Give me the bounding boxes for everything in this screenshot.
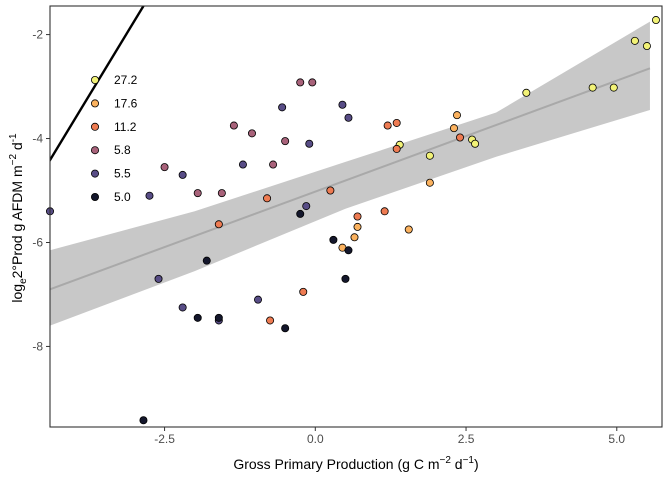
- point-5.5: [154, 274, 163, 283]
- point-27.2: [425, 151, 434, 160]
- point-11.2: [326, 186, 335, 195]
- point-11.2: [392, 144, 401, 153]
- point-27.2: [630, 36, 639, 45]
- point-5.5: [338, 100, 347, 109]
- legend-label-5.8: 5.8: [114, 143, 131, 157]
- point-27.2: [642, 42, 651, 51]
- point-5.8: [281, 137, 290, 146]
- point-27.2: [651, 16, 660, 25]
- point-11.2: [383, 121, 392, 130]
- point-5.0: [281, 324, 290, 333]
- point-17.6: [404, 225, 413, 234]
- point-5.0: [202, 256, 211, 265]
- point-17.6: [425, 178, 434, 187]
- point-5.0: [329, 235, 338, 244]
- point-11.2: [299, 287, 308, 296]
- point-17.6: [350, 233, 359, 242]
- point-27.2: [609, 83, 618, 92]
- point-5.8: [296, 78, 305, 87]
- point-5.8: [217, 189, 226, 198]
- point-5.5: [302, 202, 311, 211]
- point-11.2: [266, 316, 275, 325]
- point-5.8: [160, 163, 169, 172]
- x-tick-label: 2.5: [458, 432, 475, 446]
- reference-line: [50, 6, 145, 163]
- legend-label-5.5: 5.5: [114, 167, 131, 181]
- point-5.5: [278, 103, 287, 112]
- legend-label-17.6: 17.6: [114, 96, 138, 110]
- legend-key-11.2: [91, 122, 100, 131]
- point-27.2: [588, 83, 597, 92]
- point-5.8: [269, 160, 278, 169]
- panel-border: [49, 5, 663, 428]
- legend-label-11.2: 11.2: [114, 120, 137, 134]
- regression-line: [50, 67, 651, 291]
- y-tick-label: -4: [32, 132, 43, 146]
- point-5.5: [254, 295, 263, 304]
- point-5.0: [139, 416, 148, 425]
- point-5.5: [178, 303, 187, 312]
- point-27.2: [522, 88, 531, 97]
- point-11.2: [392, 118, 401, 127]
- point-11.2: [380, 207, 389, 216]
- confidence-band: [50, 21, 650, 326]
- legend-key-5.5: [91, 169, 100, 178]
- point-17.6: [353, 222, 362, 231]
- y-tick-label: -2: [32, 28, 43, 42]
- confidence-band-layer: [50, 21, 650, 326]
- point-5.0: [214, 313, 223, 322]
- legend-key-5.0: [91, 192, 100, 201]
- y-axis-title: loge2°Prod g AFDM m−2 d-1: [8, 133, 29, 303]
- x-axis-title: Gross Primary Production (g C m−2 d−1): [233, 455, 478, 472]
- legend-key-17.6: [91, 99, 100, 108]
- point-5.0: [341, 274, 350, 283]
- point-5.8: [229, 121, 238, 130]
- axes-layer: -2.5 0.0 2.5 5.0 -2 -4 -6 -8: [32, 28, 625, 446]
- point-27.2: [471, 139, 480, 148]
- x-tick-label: 5.0: [608, 432, 625, 446]
- legend-key-5.8: [91, 146, 100, 155]
- x-tick-label: 0.0: [307, 432, 324, 446]
- point-11.2: [263, 194, 272, 203]
- legend-label-27.2: 27.2: [114, 73, 138, 87]
- point-5.5: [238, 160, 247, 169]
- point-5.5: [145, 191, 154, 200]
- point-5.8: [247, 129, 256, 138]
- point-5.5: [344, 113, 353, 122]
- legend-key-27.2: [91, 76, 100, 85]
- point-17.6: [449, 124, 458, 133]
- point-11.2: [353, 212, 362, 221]
- y-tick-label: -8: [32, 339, 43, 353]
- legend: 27.2 17.6 11.2 5.8 5.5 5.0: [91, 73, 138, 204]
- point-5.0: [344, 246, 353, 255]
- line-layer: [50, 6, 651, 291]
- point-5.8: [308, 78, 317, 87]
- point-5.0: [296, 209, 305, 218]
- point-11.2: [456, 133, 465, 142]
- point-5.5: [178, 170, 187, 179]
- y-tick-label: -6: [32, 235, 43, 249]
- point-5.8: [193, 189, 202, 198]
- point-11.2: [214, 220, 223, 229]
- legend-label-5.0: 5.0: [114, 190, 131, 204]
- x-tick-label: -2.5: [154, 432, 175, 446]
- point-5.5: [305, 139, 314, 148]
- point-5.0: [193, 313, 202, 322]
- point-17.6: [452, 111, 461, 120]
